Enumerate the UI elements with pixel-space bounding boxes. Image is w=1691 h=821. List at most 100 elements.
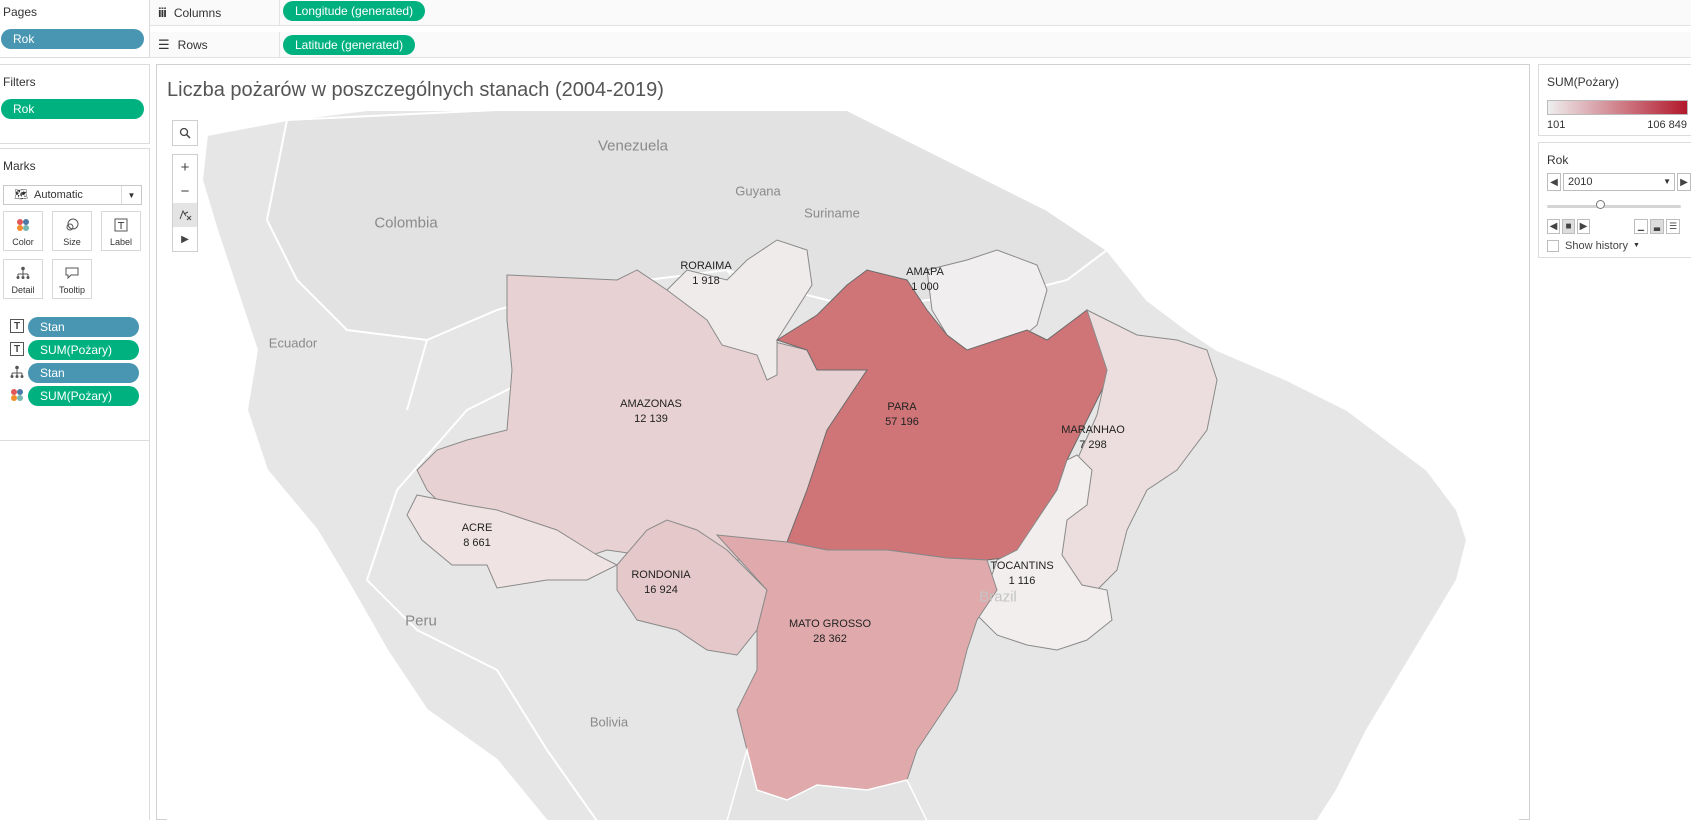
- state-value: 16 924: [644, 584, 678, 596]
- color-icon: [17, 219, 29, 231]
- speed-medium-button[interactable]: ▃: [1650, 219, 1664, 234]
- map-svg: [200, 110, 1469, 821]
- marks-field-sum-color[interactable]: SUM(Pożary): [28, 386, 139, 406]
- play-forward-button[interactable]: ▶: [1577, 219, 1590, 234]
- state-label-acre[interactable]: ACRE 8 661: [462, 521, 493, 551]
- legend-max: 106 849: [1647, 119, 1687, 131]
- detail-button-label: Detail: [11, 285, 35, 295]
- page-select[interactable]: 2010 ▼: [1563, 173, 1675, 191]
- detail-button[interactable]: Detail: [3, 259, 43, 299]
- state-acre: [406, 494, 619, 589]
- expand-toolbar-icon[interactable]: ▶: [181, 233, 189, 245]
- country-label-bolivia: Bolivia: [589, 714, 629, 730]
- tooltip-button-label: Tooltip: [58, 285, 85, 295]
- rows-pill-latitude[interactable]: Latitude (generated): [283, 35, 416, 55]
- mark-type-value: Automatic: [34, 189, 83, 201]
- state-value: 8 661: [463, 537, 491, 549]
- marks-field-stan-detail[interactable]: Stan: [28, 363, 139, 383]
- page-slider-thumb[interactable]: [1596, 200, 1606, 209]
- prev-page-button[interactable]: ◀: [1547, 173, 1561, 191]
- columns-pill-longitude[interactable]: Longitude (generated): [283, 1, 426, 21]
- mark-type-dropdown[interactable]: 🗺 Automatic ▼: [3, 185, 142, 205]
- color-icon: [11, 389, 23, 401]
- label-button[interactable]: T Label: [101, 211, 141, 251]
- pages-card: Pages Rok: [0, 0, 150, 58]
- state-label-roraima[interactable]: RORAIMA 1 918: [680, 259, 731, 289]
- state-name: AMAZONAS: [620, 398, 682, 410]
- label-button-label: Label: [109, 237, 133, 247]
- rows-icon: ☰: [158, 36, 170, 52]
- state-label-tocantins[interactable]: TOCANTINS 1 116: [990, 559, 1053, 589]
- pages-title: Pages: [3, 5, 38, 19]
- state-tocantins: [976, 454, 1113, 651]
- filters-pill-rok[interactable]: Rok: [1, 99, 144, 119]
- speed-slow-button[interactable]: ▁: [1634, 219, 1648, 234]
- next-page-button[interactable]: ▶: [1677, 173, 1691, 191]
- play-back-button[interactable]: ◀: [1547, 219, 1560, 234]
- detail-icon: [10, 365, 24, 378]
- left-panel-fill: [0, 441, 150, 820]
- state-value: 1 918: [692, 275, 720, 287]
- marks-field-stan-label[interactable]: Stan: [28, 317, 139, 337]
- detail-icon: [16, 266, 30, 279]
- state-name: RONDONIA: [631, 569, 691, 581]
- state-label-amazonas[interactable]: AMAZONAS 12 139: [620, 397, 682, 427]
- legend-color-ramp[interactable]: [1547, 100, 1688, 115]
- zoom-out-icon[interactable]: −: [180, 182, 190, 200]
- speed-fast-button[interactable]: ☰: [1666, 219, 1680, 234]
- state-name: TOCANTINS: [990, 560, 1054, 572]
- show-history-label[interactable]: Show history: [1565, 240, 1628, 252]
- legend-min: 101: [1547, 119, 1566, 131]
- page-slider-track[interactable]: [1547, 205, 1681, 208]
- view-frame: Liczba pożarów w poszczególnych stanach …: [156, 64, 1530, 821]
- state-label-maranhao[interactable]: MARANHAO 7 298: [1061, 423, 1125, 453]
- state-label-para[interactable]: PARA 57 196: [885, 400, 919, 430]
- size-button-label: Size: [63, 237, 81, 247]
- southern-region: [726, 747, 928, 821]
- legend-card: SUM(Pożary) 101 106 849: [1538, 64, 1691, 136]
- country-label-brazil: Brazil: [979, 588, 1017, 606]
- map-area[interactable]: Venezuela Guyana Suriname Colombia Ecuad…: [167, 110, 1519, 821]
- stop-button[interactable]: ■: [1562, 219, 1575, 234]
- size-button[interactable]: Size: [52, 211, 92, 251]
- columns-label-area: iii Columns: [150, 0, 280, 25]
- marks-field-sum-label[interactable]: SUM(Pożary): [28, 340, 139, 360]
- state-value: 12 139: [634, 413, 668, 425]
- color-button[interactable]: Color: [3, 211, 43, 251]
- svg-text:T: T: [117, 221, 125, 232]
- state-name: RORAIMA: [680, 260, 732, 272]
- page-control-card: Rok ◀ 2010 ▼ ▶ ◀ ■ ▶ ▁ ▃ ☰ Show history …: [1538, 142, 1691, 258]
- state-label-mato-grosso[interactable]: MATO GROSSO 28 362: [789, 617, 871, 647]
- rows-shelf: ☰ Rows Latitude (generated): [150, 32, 1691, 58]
- state-name: ACRE: [461, 522, 493, 534]
- state-name: PARA: [887, 401, 917, 413]
- chevron-down-icon: ▼: [1663, 177, 1671, 186]
- state-value: 1 000: [911, 281, 939, 293]
- state-value: 1 116: [1008, 575, 1036, 587]
- show-history-checkbox[interactable]: [1547, 240, 1559, 252]
- filters-card: Filters Rok: [0, 64, 150, 144]
- state-para: [775, 269, 1108, 561]
- reset-map-icon[interactable]: [173, 203, 197, 227]
- page-control-title: Rok: [1547, 153, 1569, 167]
- zoom-in-icon[interactable]: +: [180, 158, 190, 176]
- map-search-tool[interactable]: [172, 120, 198, 146]
- state-label-rondonia[interactable]: RONDONIA 16 924: [631, 568, 690, 598]
- tooltip-icon: [65, 267, 79, 280]
- chevron-down-icon: ▼: [121, 186, 141, 204]
- text-icon: T: [10, 342, 24, 356]
- tooltip-button[interactable]: Tooltip: [52, 259, 92, 299]
- country-label-colombia: Colombia: [374, 214, 438, 232]
- filters-title: Filters: [3, 75, 36, 89]
- text-icon: T: [10, 319, 24, 333]
- pages-pill-rok[interactable]: Rok: [1, 29, 144, 49]
- search-icon[interactable]: [173, 121, 197, 145]
- size-icon: [66, 218, 79, 231]
- state-label-amapa[interactable]: AMAPA 1 000: [906, 265, 944, 295]
- columns-icon: iii: [158, 5, 167, 20]
- chevron-down-icon[interactable]: ▼: [1633, 242, 1640, 249]
- columns-label: Columns: [173, 5, 222, 20]
- state-mato-grosso: [715, 534, 998, 801]
- map-mark-icon: 🗺: [14, 189, 28, 201]
- columns-shelf: iii Columns Longitude (generated): [150, 0, 1691, 26]
